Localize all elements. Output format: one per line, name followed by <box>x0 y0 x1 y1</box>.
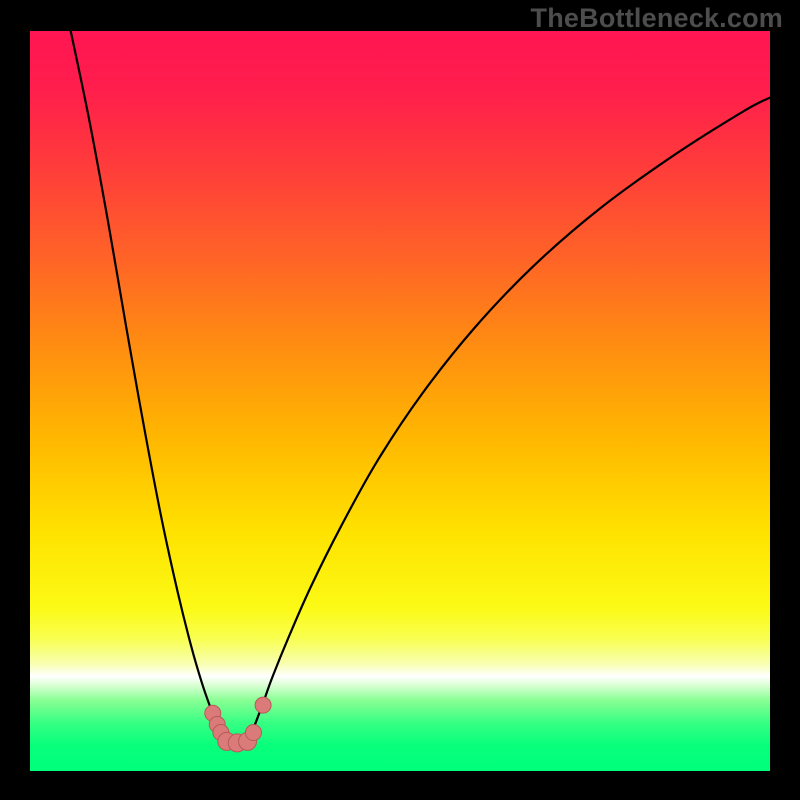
plot-background <box>30 31 770 771</box>
bottleneck-chart <box>0 0 800 800</box>
data-marker <box>255 697 271 713</box>
data-marker <box>245 725 261 741</box>
watermark-text: TheBottleneck.com <box>531 3 783 34</box>
